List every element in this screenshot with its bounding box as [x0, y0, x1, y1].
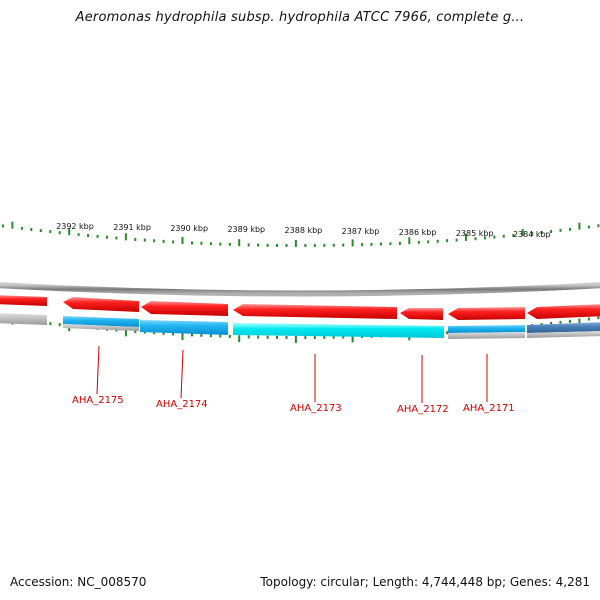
cds-block-left-edge[interactable] [0, 313, 47, 325]
cds-block-aha-2171[interactable] [448, 325, 525, 333]
gene-label-aha-2174[interactable]: AHA_2174 [156, 349, 208, 410]
cds-block-aha-2175-lower [63, 324, 139, 331]
svg-text:AHA_2171: AHA_2171 [463, 403, 515, 414]
gene-label-aha-2171[interactable]: AHA_2171 [463, 354, 515, 414]
gene-label-aha-2175[interactable]: AHA_2175 [72, 345, 124, 406]
ruler-label: 2391 kbp [113, 223, 151, 232]
ruler-label: 2392 kbp [56, 222, 94, 231]
ruler-label: 2386 kbp [399, 228, 437, 237]
svg-text:AHA_2172: AHA_2172 [397, 404, 449, 415]
cds-block-aha-2173[interactable] [233, 323, 444, 338]
ruler-labels: 2392 kbp 2391 kbp 2390 kbp 2389 kbp 2388 kbp… [56, 222, 551, 239]
ruler-label: 2388 kbp [285, 226, 323, 235]
ruler-label: 2387 kbp [342, 227, 380, 236]
gene-arrow-aha-2174[interactable] [141, 301, 228, 316]
svg-text:AHA_2174: AHA_2174 [156, 399, 208, 410]
gene-arrow-aha-2172[interactable] [400, 308, 443, 320]
cds-block-aha-2171-lower [448, 332, 525, 339]
gene-arrow-left-edge[interactable] [0, 295, 47, 306]
genome-summary-text: Topology: circular; Length: 4,744,448 bp… [260, 575, 590, 589]
cds-block-aha-2174[interactable] [140, 320, 228, 335]
gene-arrow-aha-2171[interactable] [448, 307, 525, 320]
ruler-ticks-top [2, 221, 600, 247]
cds-block-right-edge[interactable] [527, 322, 600, 333]
gene-arrow-aha-2175[interactable] [63, 297, 139, 312]
gene-label-aha-2173[interactable]: AHA_2173 [290, 354, 342, 414]
gene-track-red [0, 295, 600, 320]
ruler-label: 2389 kbp [227, 225, 265, 234]
ruler-label: 2390 kbp [170, 224, 208, 233]
svg-text:AHA_2175: AHA_2175 [72, 395, 124, 406]
svg-text:AHA_2173: AHA_2173 [290, 403, 342, 414]
accession-text: Accession: NC_008570 [10, 575, 147, 589]
ruler-label: 2384 kbp [513, 230, 551, 239]
gene-label-aha-2172[interactable]: AHA_2172 [397, 355, 449, 415]
gene-labels: AHA_2175 AHA_2174 AHA_2173 AHA_2172 AHA_… [72, 345, 515, 415]
cds-block-right-edge-lower [527, 331, 600, 338]
genome-title: Aeromonas hydrophila subsp. hydrophila A… [75, 10, 525, 25]
cds-block-aha-2175[interactable] [63, 316, 139, 327]
genome-backbone [0, 282, 600, 297]
gene-arrow-right-edge[interactable] [527, 304, 600, 319]
gene-arrow-aha-2173[interactable] [233, 304, 397, 319]
cds-track [0, 313, 600, 339]
ruler-label: 2385 kbp [456, 229, 494, 238]
